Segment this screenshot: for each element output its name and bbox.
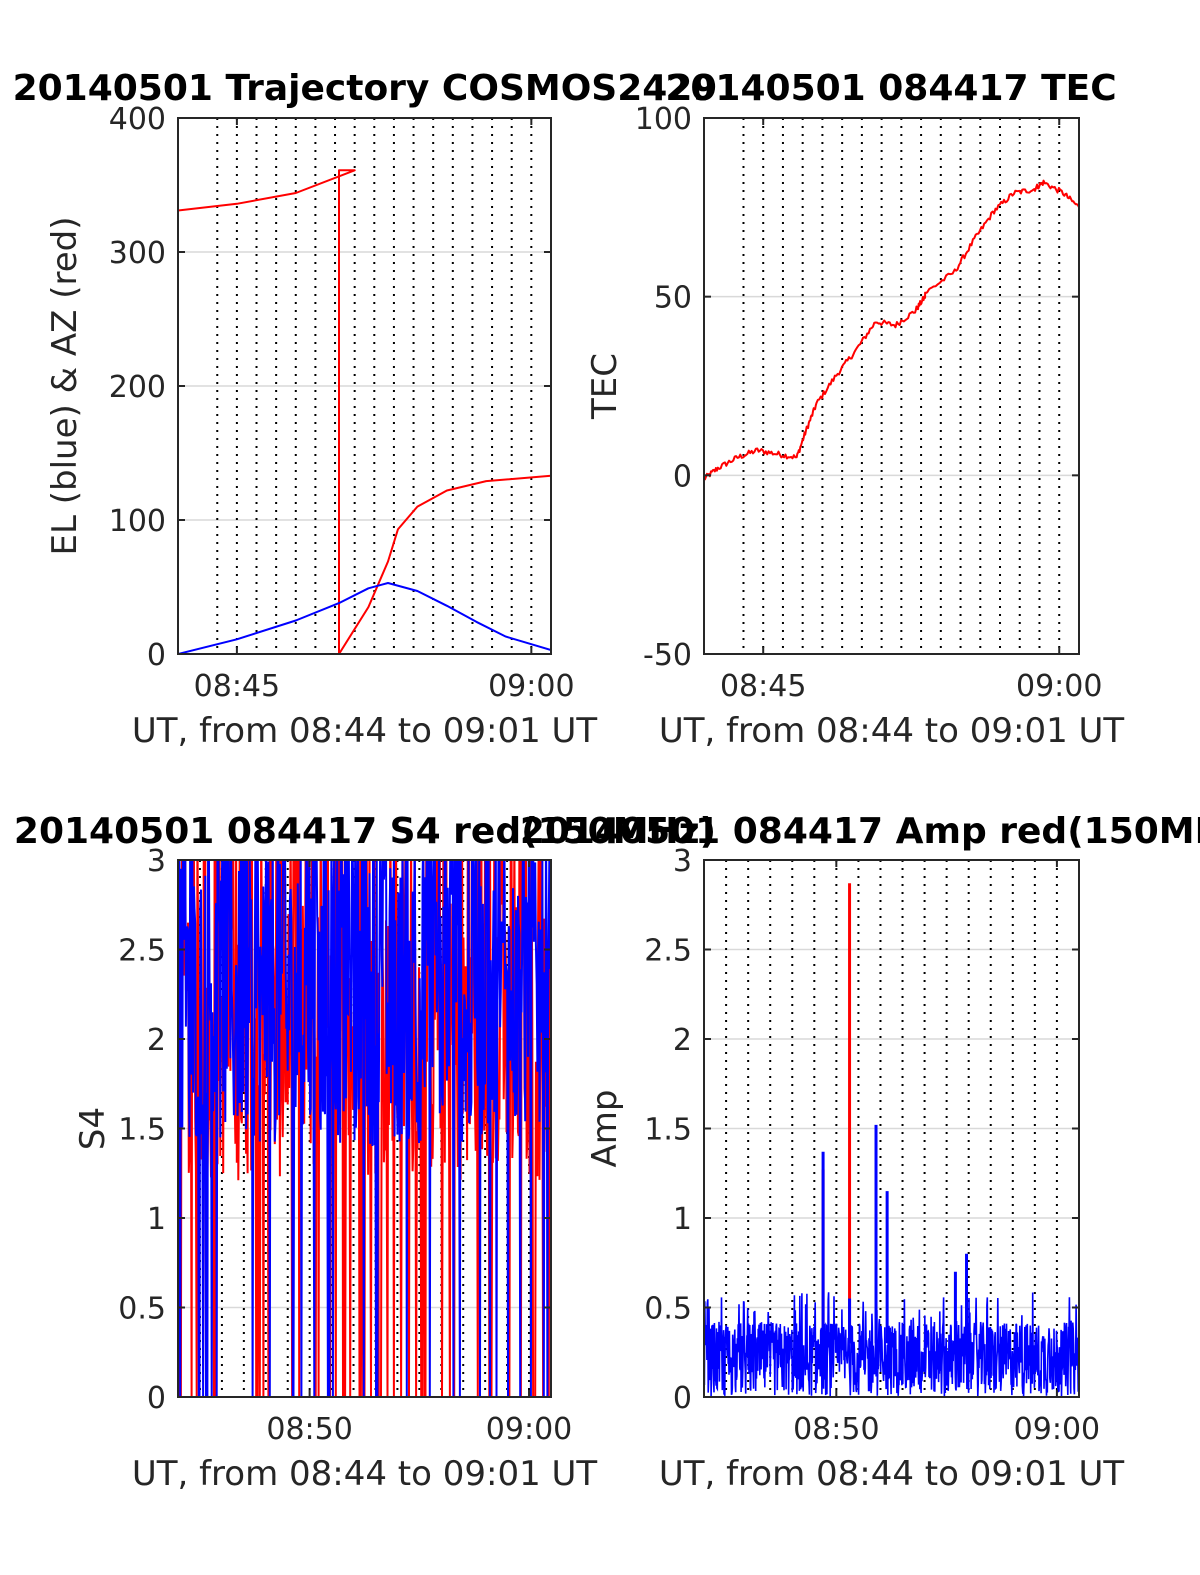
y-tick-label: 3: [147, 844, 166, 879]
y-axis-label: Amp: [585, 1090, 625, 1168]
y-tick-label: 50: [654, 281, 692, 316]
chart-title: 20140501 084417 TEC: [665, 68, 1116, 109]
y-tick-label: 0: [673, 1381, 692, 1416]
y-tick-label: 1.5: [644, 1113, 692, 1148]
s4-blue-trace: [178, 860, 551, 1397]
panel-tec: -50 0 50 100 08:45 09:00 UT, from 08:44 to 09:…: [585, 68, 1124, 751]
y-tick-label: 400: [109, 102, 166, 137]
y-tick-label: -50: [643, 638, 692, 673]
x-tick-label: 09:00: [1014, 1412, 1100, 1447]
y-tick-label: 2: [673, 1023, 692, 1058]
y-tick-label: 2.5: [118, 934, 166, 969]
y-axis-label: TEC: [585, 353, 625, 420]
panel-amp: 0 0.5 1 1.5 2 2.5 3 08:50 09:00 UT, from 08:44 to…: [520, 811, 1200, 1494]
y-tick-label: 1.5: [118, 1113, 166, 1148]
chart-title: 20140501 Trajectory COSMOS2429: [13, 68, 718, 109]
x-tick-label: 09:00: [486, 1412, 572, 1447]
y-tick-label: 0.5: [644, 1292, 692, 1327]
series-line: [178, 169, 551, 654]
x-tick-label: 08:50: [266, 1412, 352, 1447]
y-tick-label: 1: [673, 1202, 692, 1237]
y-tick-label: 300: [109, 236, 166, 271]
chart-title: 20140501 084417 Amp red(150MHz): [520, 811, 1200, 852]
y-axis-label: S4: [73, 1107, 113, 1150]
x-tick-label: 08:45: [720, 669, 806, 704]
y-tick-label: 0: [147, 1381, 166, 1416]
series-line: [178, 582, 551, 654]
y-tick-label: 0: [147, 638, 166, 673]
x-tick-label: 09:00: [488, 669, 574, 704]
y-axis-label: EL (blue) & AZ (red): [45, 216, 85, 555]
y-tick-label: 200: [109, 370, 166, 405]
y-tick-label: 2: [147, 1023, 166, 1058]
x-axis-label: UT, from 08:44 to 09:01 UT: [659, 711, 1125, 751]
panel-trajectory: 0 100 200 300 400 08:45 09:00 UT, from 08:44 to…: [13, 68, 718, 751]
plot-area: [178, 169, 551, 654]
y-tick-label: 100: [109, 504, 166, 539]
y-tick-label: 100: [635, 102, 692, 137]
y-tick-label: 0.5: [118, 1292, 166, 1327]
y-tick-label: 3: [673, 844, 692, 879]
plot-area: [704, 179, 1079, 481]
x-axis-label: UT, from 08:44 to 09:01 UT: [132, 711, 598, 751]
y-tick-label: 1: [147, 1202, 166, 1237]
x-axis-label: UT, from 08:44 to 09:01 UT: [659, 1454, 1125, 1494]
x-tick-label: 08:45: [194, 669, 280, 704]
axes-box: [703, 117, 1080, 655]
plot-area: [178, 860, 551, 1397]
amp-blue-trace: [704, 1292, 1079, 1397]
y-tick-label: 2.5: [644, 934, 692, 969]
x-axis-label: UT, from 08:44 to 09:01 UT: [132, 1454, 598, 1494]
plot-area: [704, 883, 1079, 1397]
x-tick-label: 09:00: [1016, 669, 1102, 704]
chart-title: 20140501 084417 S4 red(150MHz): [14, 811, 716, 852]
panel-s4: 0 0.5 1 1.5 2 2.5 3 08:50 09:00 UT, from 08:44 to…: [14, 811, 716, 1494]
x-tick-label: 08:50: [793, 1412, 879, 1447]
y-tick-label: 0: [673, 459, 692, 494]
series-line: [704, 179, 1079, 481]
